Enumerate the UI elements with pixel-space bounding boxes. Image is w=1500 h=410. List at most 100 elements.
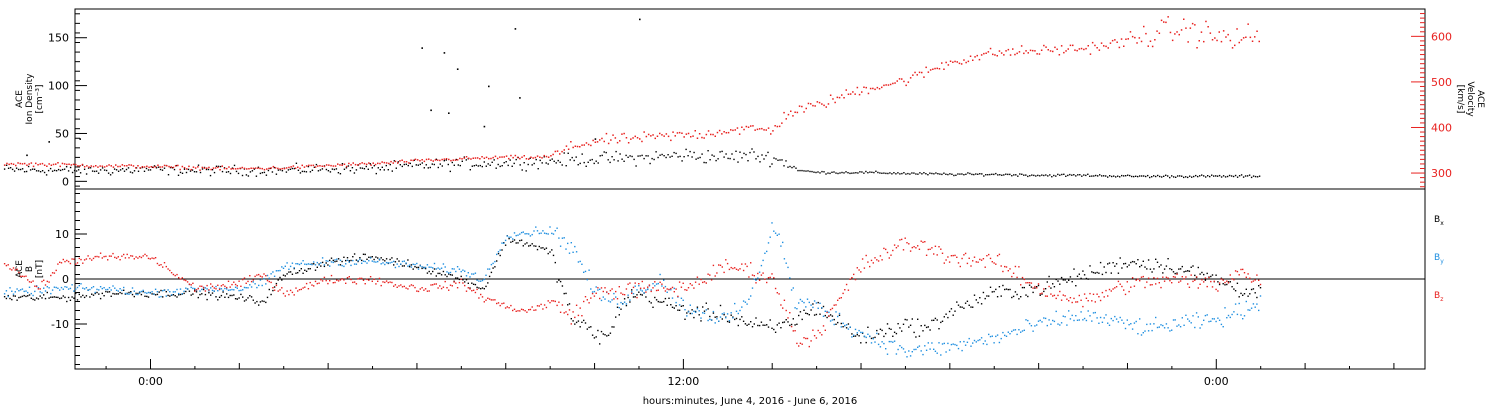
data-point (407, 259, 409, 261)
data-point (520, 231, 523, 234)
data-point (451, 268, 453, 270)
data-point (145, 167, 148, 170)
data-point (1215, 320, 1217, 323)
data-point (1096, 293, 1098, 295)
data-point (197, 287, 199, 290)
data-point (671, 297, 674, 299)
data-point (231, 288, 233, 291)
data-point (226, 167, 228, 170)
data-point (87, 167, 90, 169)
data-point (257, 166, 260, 168)
data-point (492, 262, 494, 265)
data-point (929, 348, 931, 350)
data-point (366, 278, 368, 281)
data-point (973, 173, 975, 176)
data-point (1073, 174, 1075, 176)
data-point (666, 304, 668, 306)
data-point (103, 166, 106, 168)
data-point (849, 93, 852, 95)
data-point (401, 286, 404, 288)
data-point (1203, 175, 1205, 177)
data-point (1155, 283, 1157, 285)
data-point (303, 170, 306, 173)
data-point (427, 167, 429, 169)
data-point (403, 285, 405, 288)
data-point (1111, 39, 1114, 42)
data-point (476, 279, 478, 281)
data-point (657, 282, 659, 285)
data-point (600, 299, 603, 302)
data-point (694, 311, 697, 313)
data-point (9, 287, 11, 289)
data-point (248, 168, 250, 170)
data-point (135, 293, 137, 296)
data-point (789, 277, 791, 279)
ion-density-series (3, 18, 1261, 179)
data-point (471, 165, 473, 167)
data-point (469, 169, 471, 171)
data-point (201, 166, 204, 169)
data-point (316, 282, 318, 285)
data-point (1125, 38, 1127, 40)
data-point (522, 231, 524, 233)
data-point (304, 263, 306, 265)
data-point (1071, 174, 1073, 176)
data-point (283, 167, 286, 170)
data-point (593, 290, 596, 293)
data-point (1078, 319, 1080, 321)
data-point (929, 172, 931, 174)
data-point (959, 173, 961, 175)
data-point (1210, 280, 1212, 283)
data-point (417, 290, 420, 293)
data-point (823, 104, 825, 107)
data-point (202, 288, 205, 291)
data-point (735, 317, 738, 320)
data-point (142, 290, 144, 293)
data-point (529, 244, 532, 247)
data-point (237, 167, 239, 170)
data-point (352, 281, 354, 284)
data-point (964, 344, 967, 346)
data-point (1178, 33, 1180, 36)
data-point (577, 314, 580, 317)
data-point (1254, 175, 1257, 178)
data-point (408, 266, 411, 268)
data-point (983, 175, 985, 177)
data-point (396, 286, 398, 288)
data-point (943, 68, 945, 70)
data-point (698, 310, 700, 312)
data-point (354, 163, 357, 166)
data-point (992, 53, 994, 56)
data-point (1149, 176, 1151, 179)
data-point (984, 266, 986, 268)
data-point (1144, 286, 1146, 289)
data-point (979, 173, 981, 175)
data-point (256, 286, 258, 289)
data-point (1138, 37, 1141, 39)
data-point (383, 161, 386, 164)
data-point (752, 125, 754, 127)
data-point (327, 170, 330, 172)
data-point (790, 110, 792, 112)
data-point (815, 171, 817, 174)
data-point (968, 337, 970, 340)
data-point (337, 264, 340, 266)
data-point (1020, 331, 1022, 333)
data-point (1167, 277, 1169, 279)
data-point (131, 255, 134, 257)
data-point (638, 291, 640, 293)
data-point (250, 280, 253, 283)
data-point (980, 337, 983, 339)
data-point (1003, 54, 1005, 56)
data-point (1254, 306, 1256, 308)
data-point (999, 174, 1001, 176)
data-point (1117, 272, 1120, 274)
data-point (453, 281, 455, 283)
data-point (854, 328, 857, 331)
data-point (973, 256, 976, 258)
data-point (620, 301, 622, 304)
data-point (671, 306, 674, 308)
data-point (904, 351, 906, 353)
data-point (783, 321, 786, 323)
data-point (249, 275, 251, 277)
